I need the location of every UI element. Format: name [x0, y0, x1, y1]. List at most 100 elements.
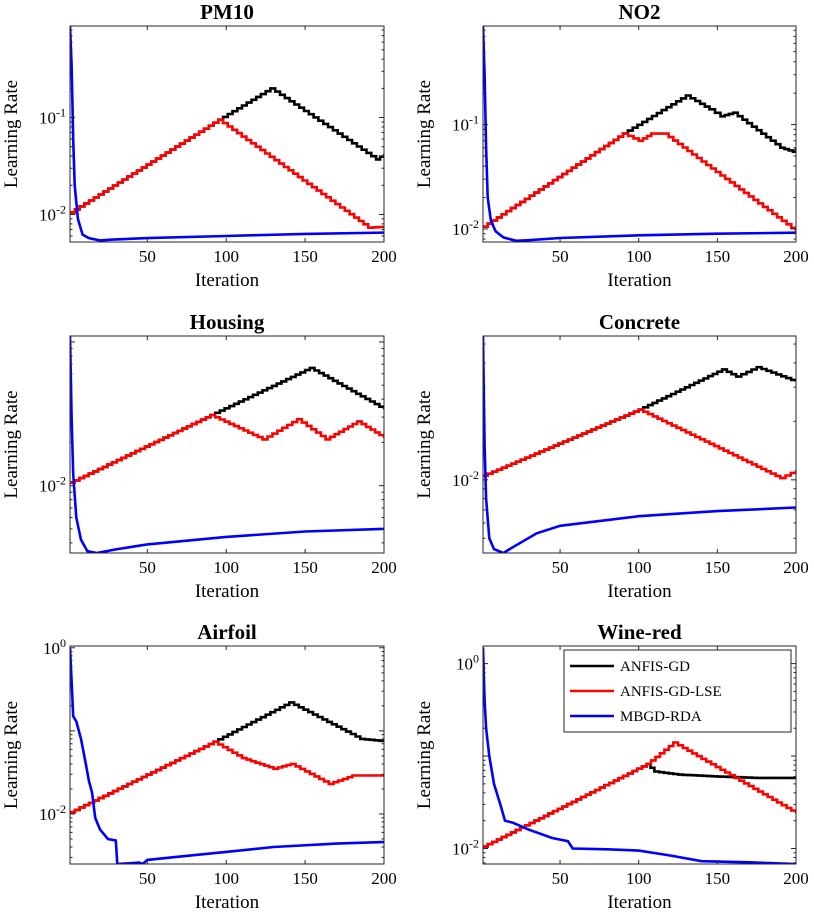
series-group [70, 336, 384, 553]
y-tick-exponent: 0 [473, 652, 479, 666]
y-tick-exponent: -2 [469, 837, 479, 851]
panel-no2: 50 100 150 20010-210-1NO2IterationLearning … [414, 0, 809, 291]
x-tick-label: 50 [552, 869, 569, 888]
y-tick-label: 10-2 [39, 474, 66, 496]
y-tick-exponent: -2 [469, 217, 479, 231]
plot-area [70, 646, 384, 864]
legend-label-anfis-gd-lse: ANFIS-GD-LSE [620, 684, 722, 700]
y-tick-label: 10-2 [452, 217, 479, 239]
series-line-anfis-gd-lse [483, 132, 796, 232]
panel-title: PM10 [200, 0, 254, 24]
series-group [70, 647, 384, 864]
legend-label-mbgd-rda: MBGD-RDA [620, 709, 702, 725]
plot-area [70, 336, 384, 553]
series-group [483, 336, 796, 553]
x-tick-label: 150 [705, 869, 731, 888]
x-tick-label: 100 [213, 558, 239, 577]
panel-title: NO2 [619, 0, 661, 24]
panel-pm10: 50 100 150 20010-210-1PM10IterationLearning… [1, 0, 397, 291]
series-line-mbgd-rda [483, 26, 796, 242]
panel-title: Airfoil [197, 620, 257, 644]
y-tick-base: 10 [452, 116, 469, 135]
y-tick-base: 10 [43, 639, 60, 658]
x-tick-label: 150 [292, 869, 318, 888]
panel-housing: 50 100 150 200 10-2 Housing Iteration Learning … [1, 310, 397, 602]
x-tick-label: 100 [213, 869, 239, 888]
x-tick-label: 200 [371, 558, 397, 577]
y-tick-label: 10-2 [39, 802, 66, 824]
y-axis-label: Learning Rate [414, 390, 435, 498]
plot-frame [482, 645, 797, 865]
x-tick-label: 200 [783, 558, 809, 577]
series-group [483, 647, 796, 864]
y-tick-exponent: -2 [469, 468, 479, 482]
y-tick-base: 10 [456, 655, 473, 674]
x-tick-label: 200 [371, 869, 397, 888]
y-tick-exponent: -1 [56, 106, 66, 120]
y-tick-label: 10-2 [452, 468, 479, 490]
plot-frame [69, 335, 385, 554]
series-line-anfis-gd-lse [70, 413, 384, 484]
x-axis-label: Iteration [607, 270, 672, 291]
x-tick-label: 50 [552, 247, 569, 266]
y-tick-exponent: -2 [56, 202, 66, 216]
x-axis-label: Iteration [195, 892, 260, 913]
x-tick-label: 100 [626, 247, 652, 266]
y-tick-base: 10 [452, 840, 469, 859]
x-tick-label: 100 [213, 247, 239, 266]
x-tick-label: 50 [552, 558, 569, 577]
x-tick-label: 200 [783, 247, 809, 266]
y-axis-label: Learning Rate [1, 80, 22, 188]
y-axis-label: Learning Rate [1, 390, 22, 498]
plot-frame [69, 645, 385, 865]
series-line-anfis-gd-lse [70, 740, 384, 814]
series-group [70, 26, 384, 242]
y-tick-base: 10 [39, 477, 56, 496]
y-tick-exponent: 0 [60, 636, 66, 650]
series-line-mbgd-rda [70, 647, 384, 864]
series-line-mbgd-rda [70, 26, 384, 242]
x-tick-label: 150 [705, 247, 731, 266]
x-tick-label: 200 [371, 247, 397, 266]
series-line-mbgd-rda [483, 647, 796, 864]
y-tick-label: 100 [456, 652, 479, 674]
x-tick-label: 200 [783, 869, 809, 888]
series-line-mbgd-rda [70, 336, 384, 553]
x-tick-label: 100 [626, 869, 652, 888]
x-axis-label: Iteration [607, 892, 672, 913]
x-tick-label: 50 [139, 247, 156, 266]
series-group [483, 26, 796, 242]
y-tick-label: 10-1 [39, 106, 66, 128]
y-tick-exponent: -2 [56, 474, 66, 488]
plot-area [483, 336, 796, 553]
y-tick-base: 10 [39, 805, 56, 824]
plot-area [70, 26, 384, 242]
y-axis-label: Learning Rate [414, 701, 435, 809]
x-tick-label: 150 [292, 247, 318, 266]
panel-title: Wine-red [597, 620, 682, 644]
panel-title: Housing [190, 310, 265, 334]
x-tick-label: 50 [139, 869, 156, 888]
plot-frame [482, 25, 797, 243]
x-tick-label: 150 [292, 558, 318, 577]
y-tick-label: 10-2 [452, 837, 479, 859]
y-tick-base: 10 [452, 471, 469, 490]
y-axis-label: Learning Rate [414, 80, 435, 188]
panel-title: Concrete [599, 310, 680, 334]
legend-label-anfis-gd: ANFIS-GD [620, 659, 690, 675]
x-axis-label: Iteration [607, 581, 672, 602]
series-line-anfis-gd-lse [483, 408, 796, 480]
plot-frame [482, 335, 797, 554]
y-tick-base: 10 [39, 109, 56, 128]
series-line-mbgd-rda [483, 336, 796, 553]
y-tick-exponent: -1 [469, 113, 479, 127]
x-tick-label: 50 [139, 558, 156, 577]
series-line-anfis-gd-lse [483, 741, 796, 848]
plot-area [483, 26, 796, 242]
series-line-anfis-gd-lse [70, 118, 384, 229]
x-axis-label: Iteration [195, 581, 260, 602]
y-tick-label: 10-1 [452, 113, 479, 135]
y-tick-exponent: -2 [56, 802, 66, 816]
